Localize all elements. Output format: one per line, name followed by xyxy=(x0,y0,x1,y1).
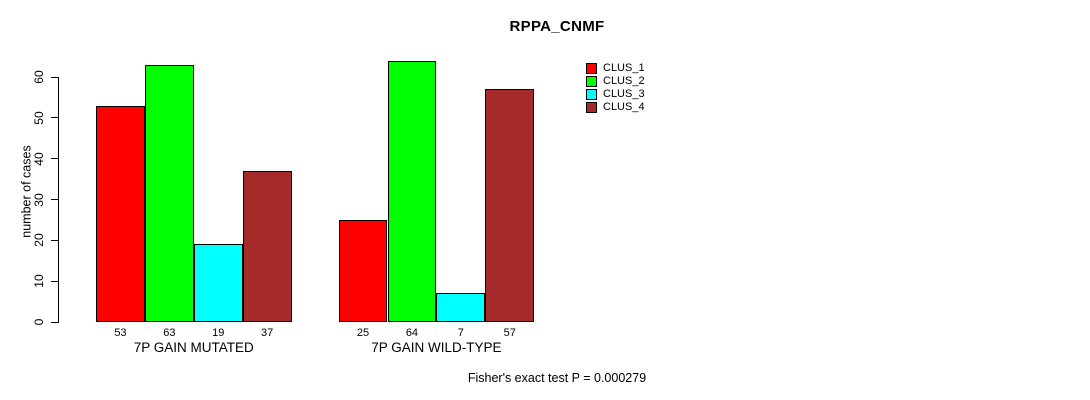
bar-clus_3-group1 xyxy=(193,244,243,322)
y-tick-label: 0 xyxy=(32,318,46,326)
legend-swatch xyxy=(586,63,597,74)
legend-item: CLUS_3 xyxy=(586,88,645,101)
bar-value-label: 53 xyxy=(114,327,127,339)
y-tick xyxy=(51,117,58,119)
bar-clus_4-group2 xyxy=(485,89,535,322)
x-group-label: 7P GAIN MUTATED xyxy=(133,340,254,355)
y-axis-line xyxy=(58,77,59,323)
bar-clus_1-group1 xyxy=(96,106,145,322)
legend-label: CLUS_3 xyxy=(603,88,645,100)
bar-clus_3-group2 xyxy=(436,293,486,322)
bar-value-label: 25 xyxy=(356,327,370,339)
legend-label: CLUS_2 xyxy=(603,75,645,87)
bar-value-label: 64 xyxy=(405,327,419,339)
y-tick-label: 50 xyxy=(32,111,46,125)
y-tick xyxy=(51,158,58,160)
y-tick xyxy=(51,76,58,78)
bar-value-label: 57 xyxy=(503,327,516,339)
bar-clus_4-group1 xyxy=(242,171,292,322)
bar-value-label: 63 xyxy=(163,327,176,339)
legend-item: CLUS_4 xyxy=(586,101,645,114)
y-tick-label: 30 xyxy=(32,192,46,207)
y-tick-label: 40 xyxy=(32,151,46,166)
bar-value-label: 37 xyxy=(261,327,274,339)
bar-value-label: 19 xyxy=(212,327,225,339)
y-tick-label: 20 xyxy=(32,233,46,248)
chart-title: RPPA_CNMF xyxy=(509,18,605,35)
legend: CLUS_1 CLUS_2 CLUS_3 CLUS_4 xyxy=(586,62,645,114)
bar-clus_2-group1 xyxy=(144,65,194,322)
stats-note: Fisher's exact test P = 0.000279 xyxy=(467,371,647,385)
bar-clus_1-group2 xyxy=(338,220,388,322)
legend-swatch xyxy=(586,76,597,87)
bar-clus_2-group2 xyxy=(387,61,437,322)
y-tick-label: 10 xyxy=(32,274,46,288)
y-tick xyxy=(51,239,58,241)
legend-swatch xyxy=(586,102,597,113)
y-tick xyxy=(51,321,58,323)
y-tick xyxy=(51,199,58,200)
x-group-label: 7P GAIN WILD-TYPE xyxy=(371,340,502,355)
legend-item: CLUS_1 xyxy=(586,62,645,75)
y-tick xyxy=(51,280,58,282)
bar-value-label: 7 xyxy=(457,327,464,339)
legend-label: CLUS_1 xyxy=(603,62,645,74)
legend-item: CLUS_2 xyxy=(586,75,645,88)
legend-swatch xyxy=(586,89,597,100)
legend-label: CLUS_4 xyxy=(603,101,645,113)
y-tick-label: 60 xyxy=(32,70,46,84)
